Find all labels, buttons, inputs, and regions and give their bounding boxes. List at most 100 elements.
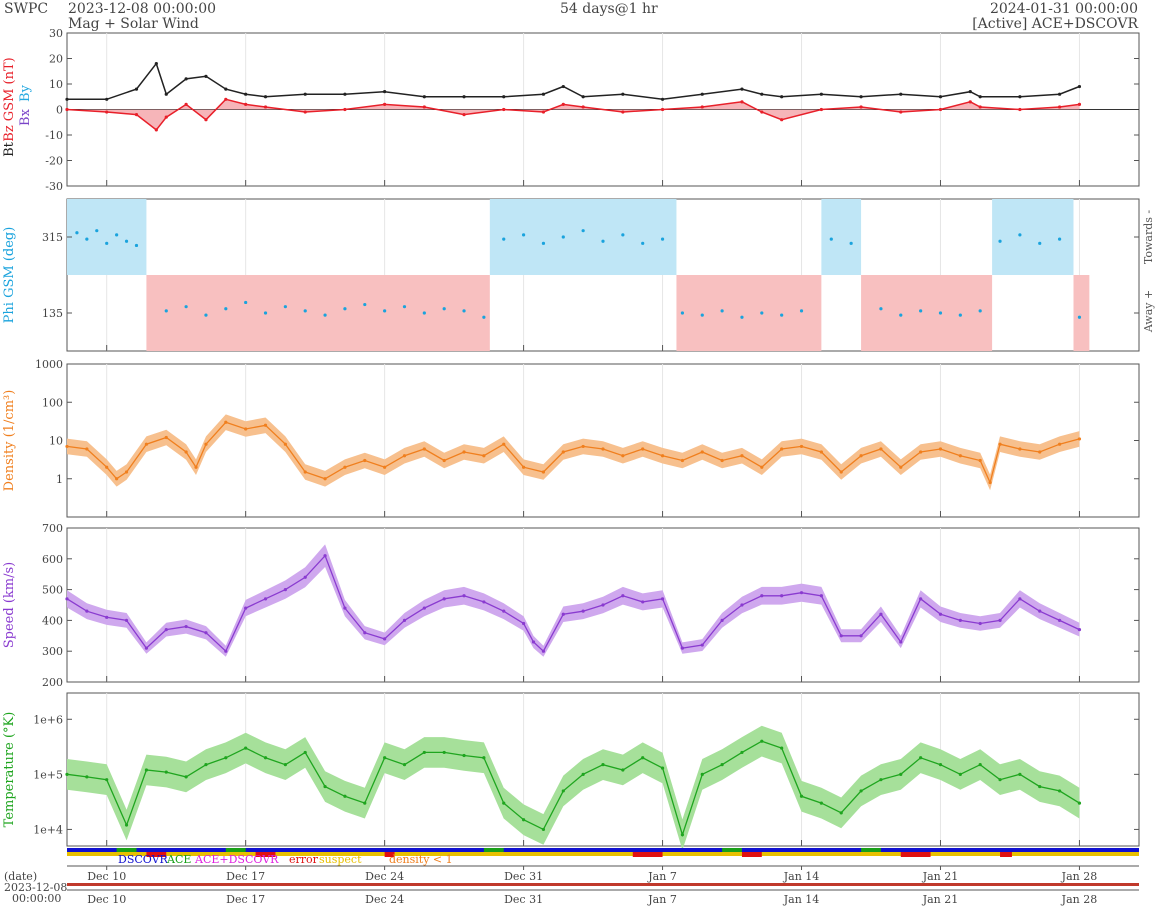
density-point [442, 458, 446, 463]
bt-point [65, 97, 69, 101]
bt-point [819, 92, 823, 96]
temperature-axis-label: Temperature (°K) [2, 712, 17, 828]
phi-point [601, 239, 605, 243]
phi-point [680, 311, 685, 315]
bz-point [134, 113, 139, 117]
bt-point [938, 95, 943, 99]
temperature-point [819, 801, 823, 805]
temperature-point [402, 763, 407, 767]
source-bar-ace [225, 848, 246, 852]
temperature-point [998, 778, 1002, 782]
x-tick-label-top: Jan 14 [783, 870, 820, 883]
bz-point [660, 107, 665, 112]
speed-tick-label: 400 [42, 614, 63, 627]
density-point [402, 454, 407, 458]
density-point [65, 444, 69, 449]
speed-point [164, 628, 168, 632]
speed-point [224, 649, 228, 653]
bt-point [184, 77, 188, 81]
density-point [85, 447, 89, 451]
density-point [740, 454, 744, 458]
density-point [164, 435, 168, 440]
density-point [700, 450, 704, 454]
bt-point [1077, 84, 1082, 89]
org-label: SWPC [4, 1, 49, 17]
bt-point [1057, 92, 1062, 96]
temperature-point [85, 775, 89, 779]
speed-point [1018, 597, 1022, 601]
temperature-point [938, 763, 943, 767]
bz-tick-label: 0 [56, 104, 63, 117]
away-band [1073, 275, 1090, 351]
phi-tick-label: 135 [42, 307, 63, 320]
temperature-point [720, 763, 724, 767]
source-bar-ace [722, 848, 742, 852]
temperature-point [224, 756, 228, 760]
phi-point [244, 300, 248, 305]
phi-point [283, 305, 287, 309]
density-point [224, 420, 228, 424]
temperature-point [700, 772, 704, 776]
speed-point [442, 597, 446, 601]
speed-point [402, 618, 407, 623]
temperature-point [760, 739, 764, 743]
density-point [581, 444, 585, 449]
source-bar-error [146, 852, 167, 857]
phi-point [740, 315, 744, 319]
density-point [938, 447, 943, 451]
speed-point [105, 615, 109, 619]
temperature-point [283, 763, 287, 767]
temperature-point [105, 778, 109, 782]
bt-point [1018, 95, 1022, 99]
bz-tick-label: 30 [49, 27, 63, 40]
bz-point [760, 110, 764, 114]
speed-tick-label: 700 [42, 522, 63, 535]
bz-point [968, 100, 972, 104]
phi-point [799, 309, 804, 313]
bz-tick-label: 20 [49, 53, 63, 66]
density-point [988, 480, 992, 485]
bz-point [204, 118, 208, 122]
bt-point [660, 97, 665, 101]
temperature-point [363, 801, 367, 805]
phi-point [124, 239, 129, 243]
bt-point [224, 87, 228, 91]
phi-point [621, 233, 625, 237]
x-tick-label-bottom: Dec 10 [87, 893, 126, 906]
source-bar-error [741, 852, 762, 857]
speed-point [780, 594, 784, 598]
bz-point [462, 113, 466, 117]
bz-point [244, 102, 248, 106]
source-bar-suspect [67, 852, 1139, 856]
density-axis-label: Density (1/cm³) [2, 390, 17, 492]
temperature-point [1018, 772, 1022, 776]
density-point [1077, 437, 1082, 441]
density-point [879, 447, 883, 451]
bz-point [581, 105, 585, 109]
bz-point [383, 102, 387, 106]
density-point [760, 465, 764, 469]
phi-point [402, 305, 407, 309]
bt-point [621, 92, 625, 96]
density-point [601, 447, 605, 451]
phi-point [75, 231, 79, 235]
by-axis-label: By [18, 84, 33, 102]
speed-point [85, 609, 89, 613]
phi-point [938, 311, 943, 315]
away-band [861, 275, 993, 351]
density-point [621, 454, 625, 458]
density-point [184, 450, 188, 454]
density-point [978, 458, 982, 463]
temperature-point [462, 753, 466, 758]
speed-point [720, 618, 724, 623]
speed-point [502, 609, 506, 613]
temperature-point [442, 750, 446, 755]
speed-point [482, 600, 486, 604]
density-tick-label: 1 [56, 473, 63, 486]
density-point [1018, 447, 1022, 451]
speed-point [958, 618, 962, 623]
phi-point [998, 239, 1002, 243]
density-tick-label: 100 [42, 396, 63, 409]
temperature-point [383, 756, 387, 760]
bt-point [154, 62, 158, 66]
